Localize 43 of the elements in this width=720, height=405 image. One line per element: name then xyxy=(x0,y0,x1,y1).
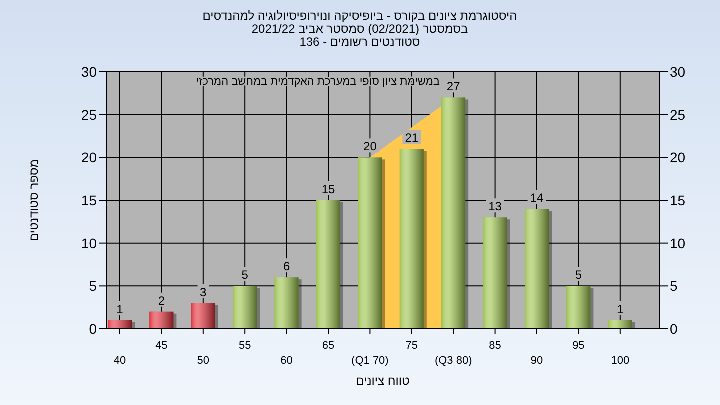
data-label: 21 xyxy=(405,131,419,146)
x-tick-label: 90 xyxy=(530,355,544,367)
data-label: 3 xyxy=(200,285,208,300)
x-tick-label: 55 xyxy=(238,340,252,352)
y2-tick-label: 10 xyxy=(670,235,686,252)
chart-title: היסטוגרמת ציונים בקורס - ביופיסיקה ונוירופיסיולוגיה למהנדסים בסמסטר (02/2021) סמסטר אביב 2021/22 סטודנטים רשומים - 136 xyxy=(202,9,518,49)
y-tick-label: 20 xyxy=(81,150,98,166)
x-tick-label: 40 xyxy=(114,355,126,367)
x-tick-label: 50 xyxy=(197,355,210,367)
x-axis-title: טווח ציונים xyxy=(356,374,410,388)
x-tick-label: 95 xyxy=(572,340,585,352)
data-label: 5 xyxy=(575,268,582,282)
x-tick-label: 60 xyxy=(280,355,293,367)
y2-tick-label: 5 xyxy=(670,278,678,294)
x-tick-label: 45 xyxy=(156,340,168,352)
data-label: 15 xyxy=(322,182,336,196)
y-tick-label: 10 xyxy=(81,235,98,252)
data-label: 20 xyxy=(364,140,378,154)
x-tick-label: (Q3 80) xyxy=(434,355,472,367)
y2-tick-label: 15 xyxy=(670,192,686,208)
data-label: 2 xyxy=(158,294,166,308)
data-label: 1 xyxy=(116,302,124,316)
y2-tick-label: 0 xyxy=(670,321,678,337)
y-axis-title: מספר סטודנטים xyxy=(27,159,41,242)
data-label: 1 xyxy=(617,302,624,316)
y-tick-label: 30 xyxy=(81,64,98,80)
data-label: 6 xyxy=(283,260,290,274)
x-tick-label: 65 xyxy=(322,340,335,352)
x-tick-label: 100 xyxy=(611,355,630,367)
data-label: 14 xyxy=(530,191,544,206)
y2-tick-label: 30 xyxy=(670,64,686,80)
data-label: 13 xyxy=(488,200,502,214)
y-tick-label: 15 xyxy=(81,192,98,208)
x-tick-label: 85 xyxy=(489,340,502,352)
y-tick-label: 5 xyxy=(89,278,98,294)
data-label: 27 xyxy=(446,80,461,94)
y2-tick-label: 25 xyxy=(670,106,686,123)
y-tick-label: 25 xyxy=(81,106,98,123)
y2-tick-label: 20 xyxy=(670,150,686,166)
data-label: 5 xyxy=(242,268,249,282)
y-tick-label: 0 xyxy=(89,321,98,337)
x-tick-label: (Q1 70) xyxy=(352,355,389,367)
x-tick-label: 75 xyxy=(406,340,418,352)
